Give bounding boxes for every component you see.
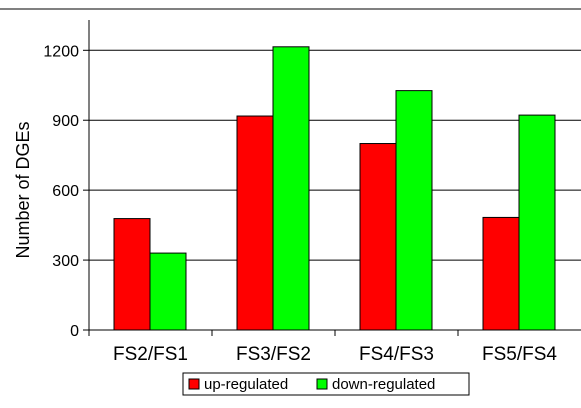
bar-up-regulated xyxy=(113,218,151,331)
x-tick-label: FS4/FS3 xyxy=(359,344,434,365)
y-tick-label: 300 xyxy=(52,253,79,270)
y-tick-label: 900 xyxy=(52,113,79,130)
legend-label: up-regulated xyxy=(204,376,288,393)
bar-down-regulated xyxy=(395,90,433,331)
y-axis-title: Number of DGEs xyxy=(13,121,33,258)
x-tick-label: FS3/FS2 xyxy=(236,344,311,365)
x-tick-label: FS2/FS1 xyxy=(113,344,188,365)
bar-up-regulated xyxy=(359,143,397,331)
bar-down-regulated xyxy=(272,46,310,331)
y-tick-label: 1200 xyxy=(43,43,79,60)
bar-up-regulated xyxy=(236,115,274,331)
legend-label: down-regulated xyxy=(332,376,435,393)
legend: up-regulated down-regulated xyxy=(182,372,470,396)
bar-down-regulated xyxy=(149,252,187,331)
y-tick-label: 0 xyxy=(70,323,79,340)
axes: 0 300 600 900 1200 FS2/FS1 FS3/FS2 FS4/FS3 FS5/F… xyxy=(43,20,581,365)
legend-swatch xyxy=(188,378,200,390)
bar-up-regulated xyxy=(482,216,520,331)
y-tick-label: 600 xyxy=(52,183,79,200)
bars xyxy=(113,46,556,331)
legend-swatch xyxy=(316,378,328,390)
x-tick-label: FS5/FS4 xyxy=(482,344,557,365)
bar-down-regulated xyxy=(518,114,556,331)
